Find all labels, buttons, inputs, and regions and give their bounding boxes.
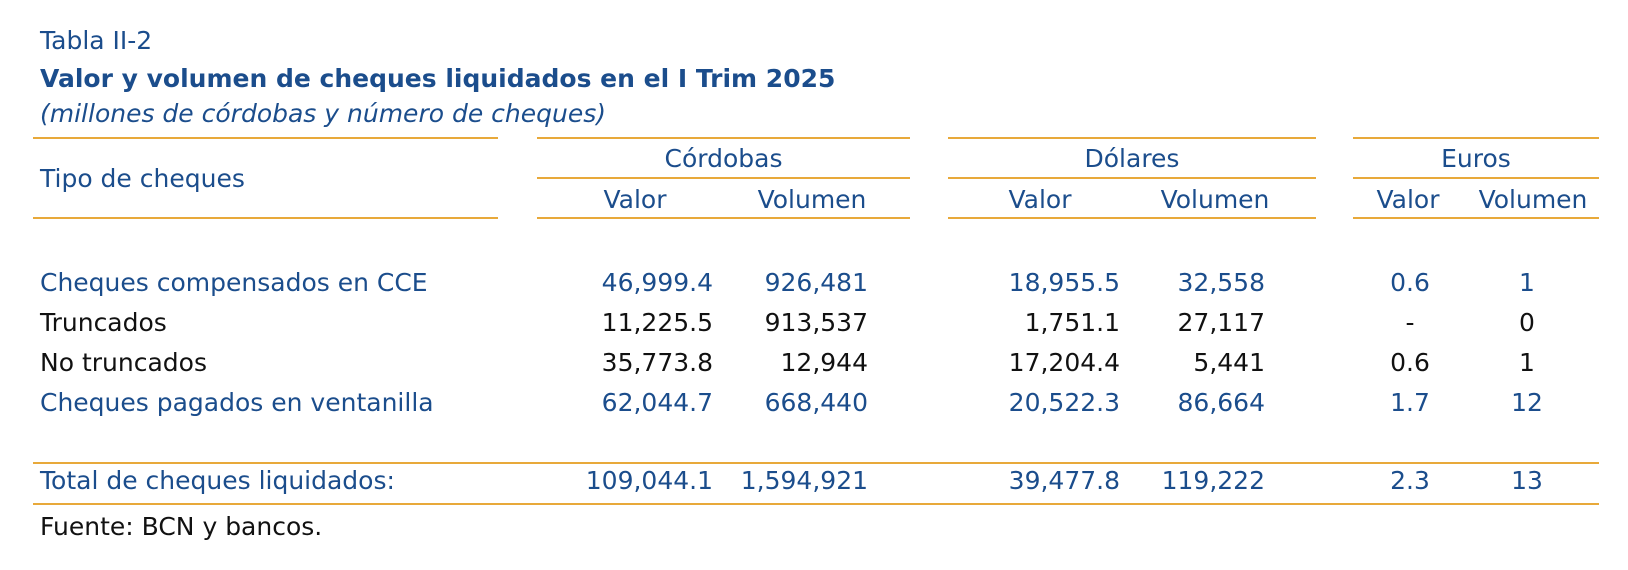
table-row-4-dolares-volumen: 86,664 bbox=[1177, 388, 1265, 417]
table-row-2-euros-valor: - bbox=[1405, 308, 1415, 337]
table-row-4-label: Cheques pagados en ventanilla bbox=[40, 388, 434, 417]
table-row-1-cordobas-valor: 46,999.4 bbox=[601, 268, 713, 297]
header-mid-rule-cordobas bbox=[537, 177, 910, 179]
header-top-rule-cordobas bbox=[537, 137, 910, 139]
header-mid-rule-euros bbox=[1353, 177, 1599, 179]
table-row-3-cordobas-volumen: 12,944 bbox=[780, 348, 868, 377]
group-header-cordobas: Córdobas bbox=[664, 144, 783, 173]
header-top-rule-euros bbox=[1353, 137, 1599, 139]
total-row-dolares-valor: 39,477.8 bbox=[1008, 466, 1120, 495]
header-bottom-rule-dolares bbox=[948, 217, 1316, 219]
header-bottom-rule-cordobas bbox=[537, 217, 910, 219]
table-row-1-cordobas-volumen: 926,481 bbox=[764, 268, 868, 297]
table-row-1-dolares-volumen: 32,558 bbox=[1177, 268, 1265, 297]
table-row-1-euros-volumen: 1 bbox=[1519, 268, 1535, 297]
table-row-4-cordobas-valor: 62,044.7 bbox=[601, 388, 713, 417]
table-row-4-euros-volumen: 12 bbox=[1511, 388, 1543, 417]
table-row-2-dolares-volumen: 27,117 bbox=[1177, 308, 1265, 337]
table-row-3-dolares-volumen: 5,441 bbox=[1193, 348, 1265, 377]
group-header-euros: Euros bbox=[1441, 144, 1511, 173]
subheader-dolares-valor: Valor bbox=[1008, 185, 1072, 214]
table-row-1-dolares-valor: 18,955.5 bbox=[1008, 268, 1120, 297]
table-row-1-label: Cheques compensados en CCE bbox=[40, 268, 428, 297]
table-row-4-cordobas-volumen: 668,440 bbox=[764, 388, 868, 417]
header-top-rule-label bbox=[33, 137, 498, 139]
table-row-2-label: Truncados bbox=[40, 308, 167, 337]
subheader-euros-valor: Valor bbox=[1376, 185, 1440, 214]
table-title: Valor y volumen de cheques liquidados en… bbox=[40, 64, 836, 93]
table-row-2-cordobas-volumen: 913,537 bbox=[764, 308, 868, 337]
table-row-4-dolares-valor: 20,522.3 bbox=[1008, 388, 1120, 417]
table-row-2-euros-volumen: 0 bbox=[1519, 308, 1535, 337]
subheader-cordobas-volumen: Volumen bbox=[757, 185, 867, 214]
total-row-cordobas-volumen: 1,594,921 bbox=[740, 466, 868, 495]
table-subtitle: (millones de córdobas y número de cheque… bbox=[40, 99, 607, 128]
total-row-cordobas-valor: 109,044.1 bbox=[585, 466, 713, 495]
table-row-3-euros-valor: 0.6 bbox=[1390, 348, 1430, 377]
subheader-euros-volumen: Volumen bbox=[1478, 185, 1588, 214]
table-row-4-euros-valor: 1.7 bbox=[1390, 388, 1430, 417]
table-row-3-cordobas-valor: 35,773.8 bbox=[601, 348, 713, 377]
group-header-dolares: Dólares bbox=[1084, 144, 1180, 173]
source-note: Fuente: BCN y bancos. bbox=[40, 512, 323, 541]
header-top-rule-dolares bbox=[948, 137, 1316, 139]
header-bottom-rule-euros bbox=[1353, 217, 1599, 219]
total-top-rule bbox=[33, 462, 1599, 464]
subheader-cordobas-valor: Valor bbox=[603, 185, 667, 214]
table-row-2-dolares-valor: 1,751.1 bbox=[1024, 308, 1120, 337]
table-row-3-dolares-valor: 17,204.4 bbox=[1008, 348, 1120, 377]
table-caption: Tabla II-2 bbox=[40, 26, 153, 55]
table-row-2-cordobas-valor: 11,225.5 bbox=[601, 308, 713, 337]
total-row-dolares-volumen: 119,222 bbox=[1161, 466, 1265, 495]
total-row-label: Total de cheques liquidados: bbox=[40, 466, 395, 495]
table-row-3-label: No truncados bbox=[40, 348, 207, 377]
subheader-dolares-volumen: Volumen bbox=[1160, 185, 1270, 214]
header-mid-rule-dolares bbox=[948, 177, 1316, 179]
row-label-header: Tipo de cheques bbox=[40, 164, 245, 193]
total-bottom-rule bbox=[33, 503, 1599, 505]
total-row-euros-volumen: 13 bbox=[1511, 466, 1543, 495]
table-row-3-euros-volumen: 1 bbox=[1519, 348, 1535, 377]
total-row-euros-valor: 2.3 bbox=[1390, 466, 1430, 495]
header-bottom-rule-label bbox=[33, 217, 498, 219]
table-row-1-euros-valor: 0.6 bbox=[1390, 268, 1430, 297]
